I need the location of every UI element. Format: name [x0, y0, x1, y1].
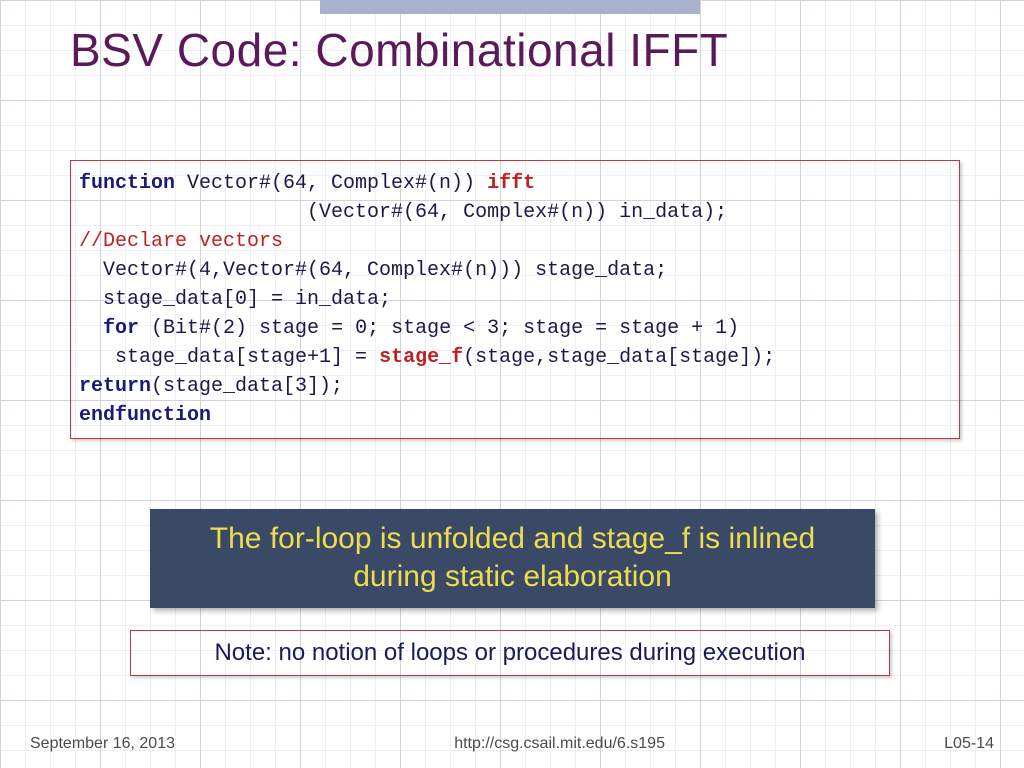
kw-endfunction: endfunction	[79, 401, 951, 430]
footer-url: http://csg.csail.mit.edu/6.s195	[454, 735, 665, 753]
slide-footer: September 16, 2013 http://csg.csail.mit.…	[30, 735, 994, 753]
code-comment: //Declare vectors	[79, 227, 951, 256]
fn-ifft: ifft	[487, 172, 535, 195]
fn-stage-f: stage_f	[379, 346, 463, 369]
slide-title: BSV Code: Combinational IFFT	[70, 26, 984, 76]
kw-for: for	[103, 317, 139, 340]
code-line-4: Vector#(4,Vector#(64, Complex#(n))) stag…	[79, 256, 951, 285]
callout-primary: The for-loop is unfolded and stage_f is …	[150, 509, 875, 608]
footer-page: L05-14	[944, 735, 994, 753]
code-line-7: for (Bit#(2) stage = 0; stage < 3; stage…	[79, 314, 951, 343]
code-line-1: function Vector#(64, Complex#(n)) ifft	[79, 169, 951, 198]
code-block: function Vector#(64, Complex#(n)) ifft (…	[70, 160, 960, 439]
code-line-6: stage_data[0] = in_data;	[79, 285, 951, 314]
code-line-2: (Vector#(64, Complex#(n)) in_data);	[79, 198, 951, 227]
callout-note: Note: no notion of loops or procedures d…	[130, 630, 890, 676]
kw-function: function	[79, 172, 175, 195]
kw-return: return	[79, 375, 151, 398]
code-line-8: stage_data[stage+1] = stage_f(stage,stag…	[79, 343, 951, 372]
code-line-9: return(stage_data[3]);	[79, 372, 951, 401]
footer-date: September 16, 2013	[30, 735, 175, 753]
top-decoration-bar	[320, 0, 700, 14]
